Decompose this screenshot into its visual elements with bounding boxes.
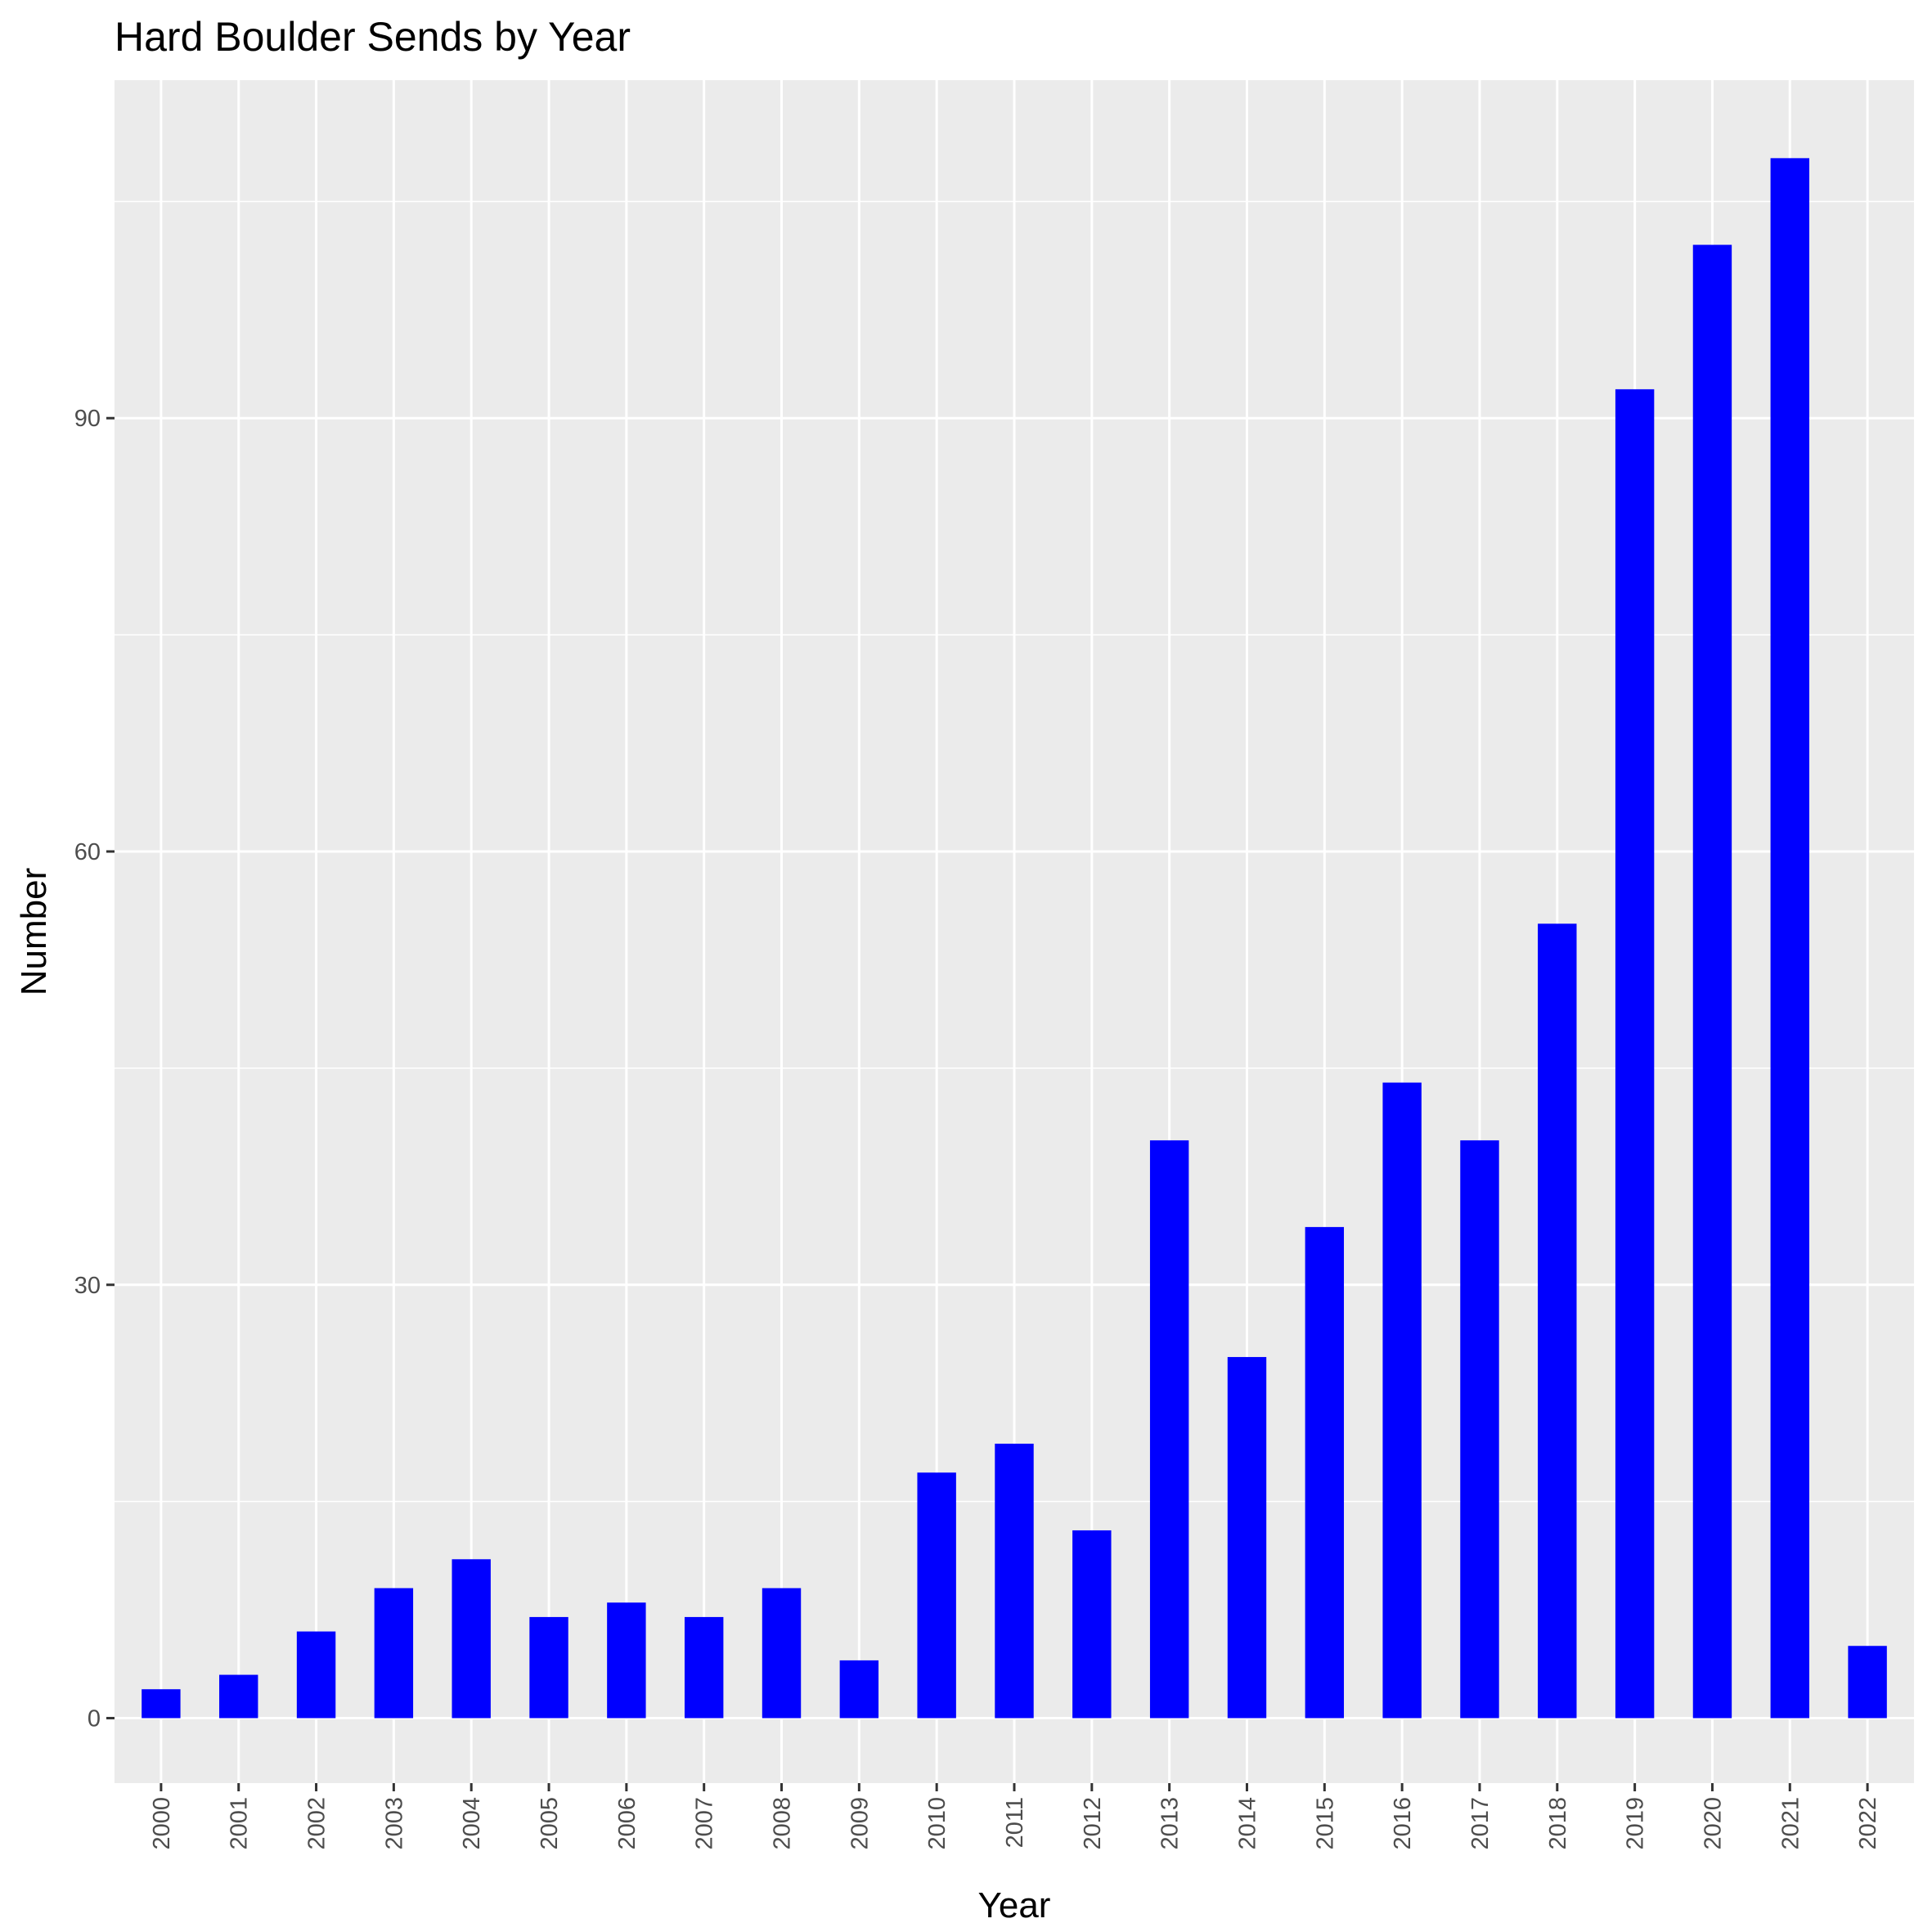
- x-tick-label: 2001: [227, 1797, 253, 1850]
- x-tick-label: 2011: [1002, 1797, 1028, 1848]
- bar-2022: [1848, 1646, 1887, 1719]
- bar-2015: [1305, 1227, 1345, 1719]
- bar-2003: [374, 1588, 414, 1719]
- chart-title: Hard Boulder Sends by Year: [115, 14, 631, 60]
- bar-2014: [1227, 1357, 1267, 1719]
- y-axis-title: Number: [14, 868, 54, 996]
- x-tick-label: 2008: [770, 1797, 796, 1850]
- bar-2010: [917, 1472, 956, 1719]
- x-tick-label: 2021: [1777, 1797, 1804, 1850]
- x-tick-label: 2014: [1234, 1797, 1260, 1850]
- bar-2009: [839, 1660, 879, 1719]
- y-tick-label: 90: [74, 406, 101, 432]
- x-tick-label: 2018: [1545, 1797, 1571, 1850]
- x-axis-title: Year: [978, 1885, 1051, 1925]
- x-tick-label: 2010: [924, 1797, 950, 1850]
- x-tick-label: 2017: [1467, 1797, 1494, 1850]
- y-tick-label: 0: [88, 1706, 101, 1732]
- bars: [142, 158, 1887, 1719]
- bar-2001: [219, 1674, 258, 1719]
- x-tick-label: 2004: [459, 1797, 485, 1850]
- x-tick-label: 2020: [1700, 1797, 1726, 1850]
- x-tick-label: 2022: [1855, 1797, 1881, 1850]
- x-tick-label: 2002: [304, 1797, 330, 1850]
- bar-2016: [1382, 1082, 1422, 1719]
- x-tick-label: 2000: [149, 1797, 175, 1850]
- x-tick-label: 2005: [537, 1797, 563, 1850]
- x-tick-label: 2012: [1080, 1797, 1106, 1850]
- x-tick-label: 2003: [381, 1797, 407, 1850]
- x-tick-label: 2009: [847, 1797, 873, 1850]
- bar-2005: [529, 1616, 568, 1719]
- bar-2006: [607, 1602, 646, 1719]
- bar-2011: [995, 1444, 1034, 1719]
- bar-2008: [762, 1588, 802, 1719]
- x-axis: 2000 2001 2002 2003 2004 2005 2006 2007 2008 2009…: [149, 1783, 1881, 1850]
- bar-2012: [1072, 1530, 1112, 1719]
- bar-2002: [296, 1631, 336, 1719]
- x-tick-label: 2015: [1312, 1797, 1338, 1850]
- x-tick-label: 2006: [614, 1797, 640, 1850]
- y-axis: 0 30 60 90: [74, 406, 115, 1732]
- bar-2004: [452, 1559, 491, 1719]
- bar-2021: [1770, 158, 1809, 1719]
- bar-2020: [1692, 245, 1732, 1719]
- bar-2007: [684, 1616, 724, 1719]
- bar-2013: [1149, 1140, 1189, 1719]
- y-tick-label: 60: [74, 839, 101, 865]
- bar-2018: [1538, 923, 1577, 1719]
- bar-2000: [142, 1689, 181, 1719]
- x-tick-label: 2013: [1157, 1797, 1184, 1850]
- bar-2019: [1615, 389, 1655, 1719]
- bar-2017: [1460, 1140, 1499, 1719]
- x-tick-label: 2007: [692, 1797, 718, 1850]
- x-tick-label: 2016: [1390, 1797, 1416, 1850]
- y-tick-label: 30: [74, 1273, 101, 1299]
- x-tick-label: 2019: [1623, 1797, 1649, 1850]
